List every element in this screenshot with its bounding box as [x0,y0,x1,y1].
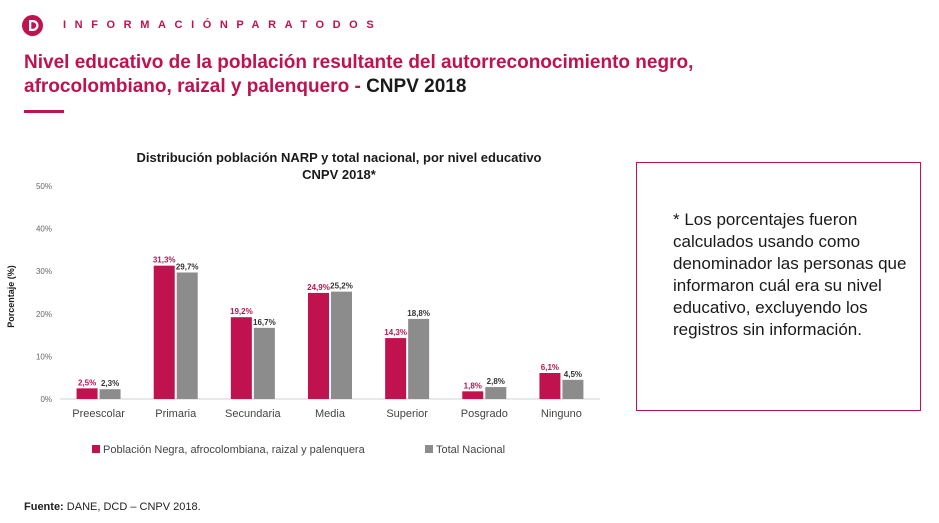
dane-logo-icon [22,14,43,36]
bar-total-nacional [485,387,507,399]
data-label-narp: 19,2% [230,307,253,316]
data-label-total: 2,8% [487,377,505,386]
y-tick-label: 50% [36,182,52,191]
bar-total-nacional [253,327,275,399]
chart-title-line: CNPV 2018* [302,167,377,182]
brand-header: INFORMACIÓNPARATODOS [22,14,382,36]
bar-total-nacional [562,379,584,399]
y-tick-label: 30% [36,267,52,276]
data-label-narp: 1,8% [464,381,482,390]
title-underline [24,110,64,113]
note-box: * Los porcentajes fueron calculados usan… [636,162,921,411]
page-title: Nivel educativo de la población resultan… [24,51,724,99]
data-label-narp: 6,1% [541,363,559,372]
x-category-label: Primaria [155,408,197,420]
x-category-label: Media [315,408,346,420]
y-tick-label: 0% [40,395,52,404]
legend-swatch-narp [92,445,100,453]
bar-total-nacional [176,272,198,399]
bar-narp [539,373,561,399]
y-axis-label: Porcentaje (%) [6,265,16,328]
note-text: * Los porcentajes fueron calculados usan… [673,210,907,339]
y-tick-label: 20% [36,310,52,319]
legend-label-narp: Población Negra, afrocolombiana, raizal … [103,444,366,456]
data-label-total: 2,3% [101,379,119,388]
data-label-narp: 31,3% [153,256,176,265]
data-label-total: 29,7% [176,262,199,271]
bar-total-nacional [331,291,352,399]
x-category-label: Posgrado [461,408,508,420]
source-label: Fuente: [24,501,64,513]
chart-title-line: Distribución población NARP y total naci… [137,150,542,165]
bar-narp [76,388,98,399]
y-tick-label: 40% [36,225,52,234]
y-tick-label: 10% [36,352,52,361]
data-label-total: 25,2% [330,282,353,291]
bar-narp [308,292,329,399]
legend-swatch-total [425,445,433,453]
data-label-total: 4,5% [564,370,582,379]
x-category-label: Superior [386,408,428,420]
bar-narp [462,391,484,399]
bar-chart: Distribución población NARP y total naci… [6,150,600,456]
x-category-label: Secundaria [225,408,282,420]
data-label-total: 16,7% [253,318,276,327]
source-line: Fuente: DANE, DCD – CNPV 2018. [24,501,201,513]
brand-text: INFORMACIÓNPARATODOS [63,19,383,31]
x-category-label: Ninguno [541,408,582,420]
source-text: DANE, DCD – CNPV 2018. [63,501,201,513]
data-label-narp: 24,9% [307,283,330,292]
bar-total-nacional [408,318,430,399]
logo-glyph-icon [29,19,39,31]
data-label-narp: 2,5% [78,378,96,387]
legend-label-total: Total Nacional [436,444,505,456]
bar-narp [385,338,407,399]
bar-narp [230,317,252,399]
page-title-main: Nivel educativo de la población resultan… [24,52,694,97]
x-category-label: Preescolar [72,408,125,420]
bar-total-nacional [99,389,121,399]
bar-narp [153,265,175,399]
page-title-year: CNPV 2018 [366,76,467,97]
data-label-narp: 14,3% [384,328,407,337]
data-label-total: 18,8% [407,309,430,318]
